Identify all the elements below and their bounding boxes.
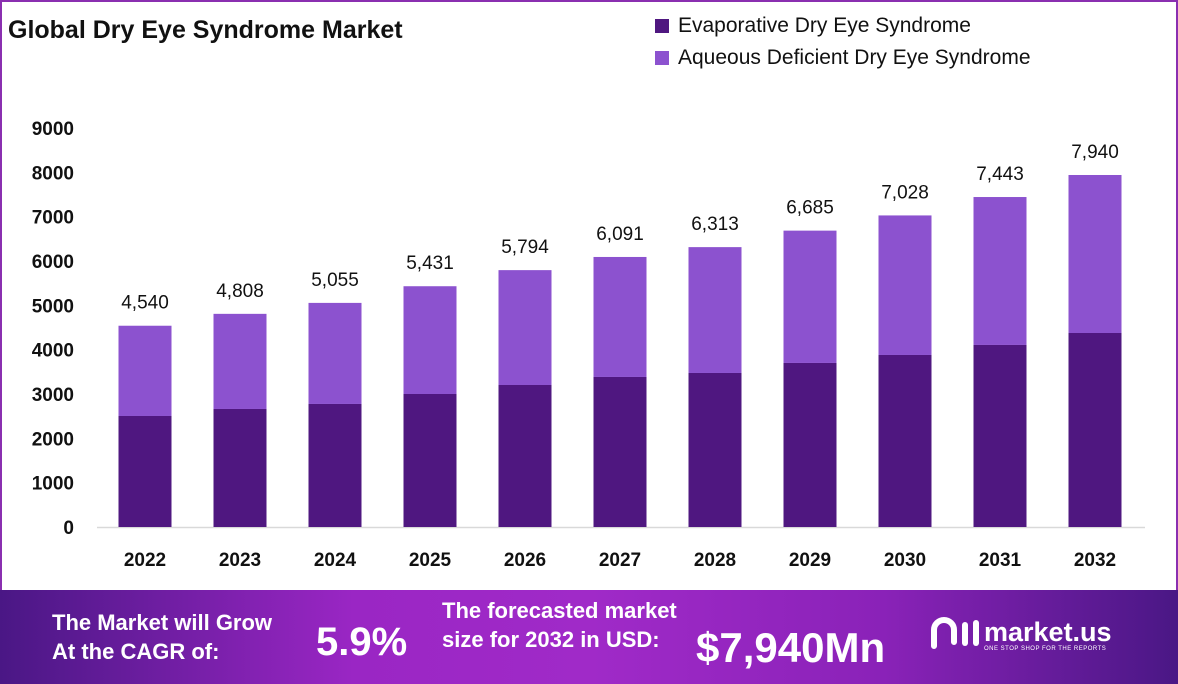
legend-item-aqueous: Aqueous Deficient Dry Eye Syndrome <box>655 42 1031 74</box>
y-tick-label: 8000 <box>32 163 74 184</box>
total-data-label: 7,028 <box>881 182 929 203</box>
bar-segment-evaporative <box>118 415 172 527</box>
bar-segment-aqueous <box>783 230 837 363</box>
x-tick-label: 2025 <box>409 550 452 571</box>
legend-label: Aqueous Deficient Dry Eye Syndrome <box>678 46 1031 69</box>
bar-segment-evaporative <box>878 354 932 527</box>
bar-segment-aqueous <box>213 313 267 409</box>
x-tick-label: 2023 <box>219 550 261 571</box>
bar-chart: 0 1000 2000 3000 4000 5000 6000 7000 8000 9000 4,5… <box>32 119 1145 571</box>
y-tick-label: 5000 <box>32 296 74 317</box>
total-data-label: 6,685 <box>786 198 834 219</box>
y-tick-label: 6000 <box>32 252 74 273</box>
forecast-value: $7,940Mn <box>696 624 886 671</box>
cagr-label: The Market will Grow At the CAGR of: <box>52 608 272 666</box>
bar-segment-aqueous <box>973 197 1027 345</box>
logo-tagline: ONE STOP SHOP FOR THE REPORTS <box>984 645 1107 652</box>
total-data-label: 5,055 <box>311 270 359 291</box>
bar-segment-evaporative <box>973 344 1027 527</box>
bar-segment-aqueous <box>118 325 172 416</box>
total-data-label: 6,313 <box>691 214 739 235</box>
y-tick-label: 0 <box>63 518 74 539</box>
y-tick-label: 3000 <box>32 385 74 406</box>
x-tick-label: 2029 <box>789 550 831 571</box>
y-tick-label: 2000 <box>32 429 74 450</box>
bar-segment-evaporative <box>688 372 742 527</box>
y-tick-label: 7000 <box>32 208 74 229</box>
logo-name: market.us <box>984 616 1112 647</box>
legend: Evaporative Dry Eye Syndrome Aqueous Def… <box>655 10 1031 74</box>
total-data-label: 4,808 <box>216 281 264 302</box>
bar-segment-evaporative <box>1068 332 1122 527</box>
x-tick-label: 2028 <box>694 550 736 571</box>
legend-swatch <box>655 19 669 33</box>
total-data-label: 5,431 <box>406 253 454 274</box>
bar-segment-evaporative <box>403 394 457 527</box>
cagr-label-line1: The Market will Grow <box>52 610 273 635</box>
x-tick-label: 2030 <box>884 550 926 571</box>
x-tick-label: 2022 <box>124 550 166 571</box>
forecast-label: The forecasted market size for 2032 in U… <box>442 596 677 654</box>
bar-segment-evaporative <box>213 408 267 527</box>
x-tick-label: 2032 <box>1074 550 1116 571</box>
forecast-label-line2: size for 2032 in USD: <box>442 627 660 652</box>
bar-segment-evaporative <box>308 403 362 527</box>
x-tick-label: 2031 <box>979 550 1022 571</box>
legend-item-evaporative: Evaporative Dry Eye Syndrome <box>655 10 1031 42</box>
forecast-label-line1: The forecasted market <box>442 598 677 623</box>
x-tick-label: 2027 <box>599 550 641 571</box>
bar-segment-aqueous <box>308 302 362 404</box>
chart-title: Global Dry Eye Syndrome Market <box>8 16 403 44</box>
bar-segment-aqueous <box>593 256 647 377</box>
legend-swatch <box>655 51 669 65</box>
cagr-value: 5.9% <box>316 620 408 664</box>
y-tick-label: 4000 <box>32 341 74 362</box>
total-data-label: 7,443 <box>976 164 1024 185</box>
market-us-logo: market.us ONE STOP SHOP FOR THE REPORTS <box>930 616 1112 652</box>
y-tick-label: 9000 <box>32 119 74 140</box>
bar-segment-evaporative <box>783 362 837 527</box>
bar-segment-aqueous <box>688 247 742 373</box>
total-data-label: 4,540 <box>121 293 169 314</box>
total-data-label: 7,940 <box>1071 142 1119 163</box>
bar-segment-aqueous <box>878 215 932 355</box>
footer-banner: The Market will Grow At the CAGR of: 5.9… <box>0 590 1178 684</box>
cagr-label-line2: At the CAGR of: <box>52 639 220 664</box>
total-data-label: 5,794 <box>501 237 549 258</box>
bar-segment-evaporative <box>593 376 647 527</box>
x-tick-label: 2024 <box>314 550 357 571</box>
bar-segment-aqueous <box>498 270 552 386</box>
y-tick-label: 1000 <box>32 474 74 495</box>
total-data-label: 6,091 <box>596 224 644 245</box>
bar-segment-aqueous <box>403 286 457 394</box>
x-tick-label: 2026 <box>504 550 546 571</box>
bar-segment-aqueous <box>1068 174 1122 333</box>
logo-icon <box>931 617 979 649</box>
bar-segment-evaporative <box>498 385 552 527</box>
legend-label: Evaporative Dry Eye Syndrome <box>678 14 971 37</box>
